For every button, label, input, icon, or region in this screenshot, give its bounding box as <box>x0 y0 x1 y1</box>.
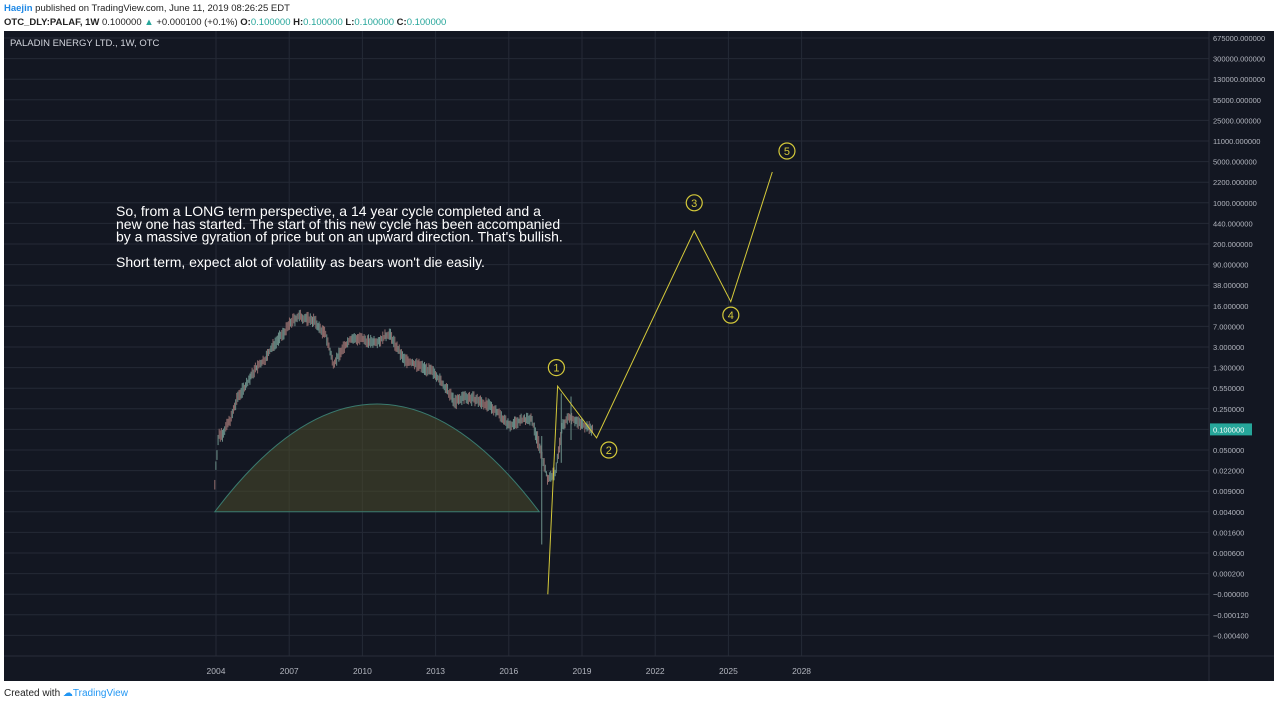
wave-label: 5 <box>778 142 796 160</box>
axis-layer: 2004 2007 2010 2013 2016 2019 2022 2025 2028 6750… <box>4 31 1274 681</box>
y-tick-label: 25000.000000 <box>1213 116 1261 125</box>
y-tick-label: 0.550000 <box>1213 384 1244 393</box>
wave-label-text: 1 <box>553 363 559 375</box>
y-tick-label: 0.050000 <box>1213 446 1244 455</box>
y-tick-label: −0.000000 <box>1213 590 1249 599</box>
wave-label: 2 <box>600 441 618 459</box>
close-label: C: <box>396 17 407 28</box>
wave-label: 4 <box>722 306 740 324</box>
y-tick-label: 0.000600 <box>1213 549 1244 558</box>
y-tick-label: 55000.000000 <box>1213 96 1261 105</box>
y-tick-label: −0.000400 <box>1213 631 1249 640</box>
y-tick-label: 1.300000 <box>1213 364 1244 373</box>
wave-count-layer: 1 2 3 4 5 <box>547 142 796 595</box>
low-value: 0.100000 <box>354 17 395 28</box>
y-tick-label: 200.000000 <box>1213 240 1253 249</box>
last-price: 0.100000 <box>102 17 142 28</box>
up-arrow-icon: ▲ <box>144 17 154 28</box>
last-price-tag-bg <box>1210 423 1252 436</box>
tradingview-logo-icon[interactable]: ☁ <box>62 688 73 699</box>
wave-label-text: 2 <box>606 445 612 457</box>
author-link[interactable]: Haejin <box>4 3 33 14</box>
annotation-line: Short term, expect alot of volatility as… <box>116 254 485 270</box>
low-label: L: <box>345 17 355 28</box>
high-value: 0.100000 <box>303 17 343 28</box>
tradingview-brand[interactable]: TradingView <box>72 688 128 699</box>
annotation-text: So, from a LONG term perspective, a 14 y… <box>116 203 563 270</box>
x-tick-label: 2010 <box>353 666 372 676</box>
annotation-line: by a massive gyration of price but on an… <box>116 229 563 245</box>
y-tick-label: 11000.000000 <box>1213 137 1260 146</box>
candle-layer <box>214 309 593 545</box>
y-tick-label: 0.250000 <box>1213 405 1244 414</box>
y-tick-label: 0.022000 <box>1213 467 1244 476</box>
symbol-line: OTC_DLY:PALAF, 1W 0.100000 ▲ +0.000100 (… <box>4 16 446 30</box>
chart-title: PALADIN ENERGY LTD., 1W, OTC <box>10 38 160 49</box>
publish-header: Haejin published on TradingView.com, Jun… <box>4 2 446 30</box>
x-tick-label: 2007 <box>280 666 299 676</box>
last-price-tag: 0.100000 <box>1210 423 1252 436</box>
footer: Created with ☁TradingView <box>4 688 128 699</box>
open-label: O: <box>240 17 251 28</box>
close-value: 0.100000 <box>406 17 447 28</box>
x-tick-label: 2019 <box>573 666 592 676</box>
y-tick-label: 300000.000000 <box>1213 55 1265 64</box>
x-tick-label: 2025 <box>719 666 738 676</box>
created-with-label: Created with <box>4 688 61 699</box>
y-tick-label: 7.000000 <box>1213 322 1244 331</box>
last-price-tag-text: 0.100000 <box>1213 425 1244 434</box>
y-tick-label: 440.000000 <box>1213 219 1253 228</box>
annotation-line: new one has started. The start of this n… <box>116 216 560 232</box>
wave-label-text: 3 <box>691 198 697 210</box>
y-tick-label: 1000.000000 <box>1213 199 1257 208</box>
publish-info: published on TradingView.com, June 11, 2… <box>35 3 290 14</box>
wave-label-circle <box>600 441 618 459</box>
y-tick-label: 0.000200 <box>1213 570 1244 579</box>
wave-label-circle <box>778 142 796 160</box>
annotation-line: So, from a LONG term perspective, a 14 y… <box>116 203 541 219</box>
wave-label-circle <box>547 359 565 377</box>
wave-label-text: 4 <box>728 310 734 322</box>
y-tick-label: 90.000000 <box>1213 261 1248 270</box>
y-tick-label: −0.000120 <box>1213 611 1249 620</box>
high-label: H: <box>293 17 304 28</box>
y-tick-label: 675000.000000 <box>1213 34 1265 43</box>
y-tick-label: 3.000000 <box>1213 343 1244 352</box>
x-tick-label: 2016 <box>499 666 518 676</box>
x-tick-label: 2028 <box>792 666 811 676</box>
x-tick-label: 2004 <box>207 666 226 676</box>
wave-label: 1 <box>547 359 565 377</box>
cycle-arc-layer <box>213 403 541 513</box>
wave-label-circle <box>722 306 740 324</box>
wave-path <box>547 171 773 595</box>
open-value: 0.100000 <box>250 17 291 28</box>
y-tick-label: 2200.000000 <box>1213 178 1257 187</box>
wave-label-circle <box>685 194 703 212</box>
y-tick-label: 0.009000 <box>1213 487 1244 496</box>
y-tick-label: 38.000000 <box>1213 281 1248 290</box>
y-tick-label: 5000.000000 <box>1213 158 1257 167</box>
x-tick-label: 2022 <box>646 666 665 676</box>
x-tick-label: 2013 <box>426 666 445 676</box>
y-tick-label: 16.000000 <box>1213 302 1248 311</box>
y-tick-label: 0.001600 <box>1213 528 1244 537</box>
wave-label: 3 <box>685 194 703 212</box>
wave-label-text: 5 <box>784 146 790 158</box>
symbol-label: OTC_DLY:PALAF, 1W <box>4 17 100 28</box>
cycle-arc <box>213 403 541 513</box>
publish-line: Haejin published on TradingView.com, Jun… <box>4 2 446 16</box>
grid-layer <box>4 31 1209 656</box>
price-change: +0.000100 (+0.1%) <box>156 17 238 28</box>
y-tick-label: 130000.000000 <box>1213 75 1265 84</box>
y-tick-label: 0.004000 <box>1213 508 1244 517</box>
